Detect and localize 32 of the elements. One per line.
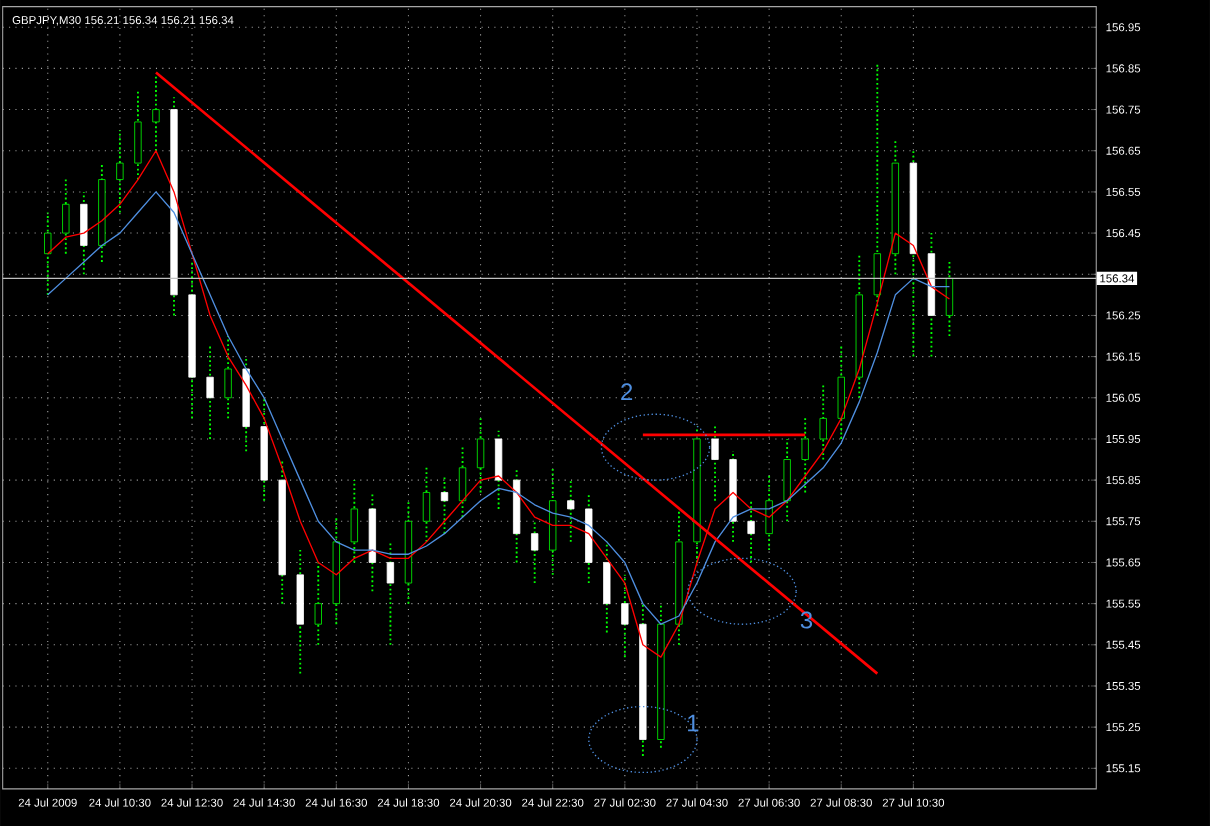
candlestick	[386, 540, 395, 646]
candlestick	[621, 573, 629, 659]
candlestick	[152, 75, 160, 152]
candlestick	[62, 178, 70, 255]
candlestick	[134, 88, 142, 181]
candlestick	[747, 499, 755, 564]
candlestick	[224, 335, 232, 420]
candlestick	[494, 429, 503, 510]
candlestick	[476, 417, 485, 494]
candlestick	[765, 475, 773, 551]
candlestick	[350, 479, 358, 564]
candlestick	[314, 561, 322, 646]
candlestick	[422, 466, 431, 543]
candlestick	[783, 437, 791, 523]
annotation: 1	[688, 714, 699, 732]
candlestick	[206, 343, 214, 440]
candlestick	[801, 417, 809, 494]
candlestick	[440, 475, 449, 535]
candlestick	[711, 425, 719, 502]
candlestick	[873, 63, 881, 317]
candlestick	[80, 190, 88, 276]
candlestick	[531, 520, 539, 584]
candlestick	[603, 540, 611, 634]
candlestick	[567, 479, 575, 543]
candlestick	[44, 211, 52, 296]
candlestick	[945, 260, 954, 337]
candlestick	[819, 384, 827, 461]
annotation: 2	[621, 383, 633, 400]
candlestick	[837, 343, 845, 440]
annotation: 3	[800, 611, 813, 629]
candlestick	[116, 129, 124, 214]
candlestick	[458, 446, 467, 519]
